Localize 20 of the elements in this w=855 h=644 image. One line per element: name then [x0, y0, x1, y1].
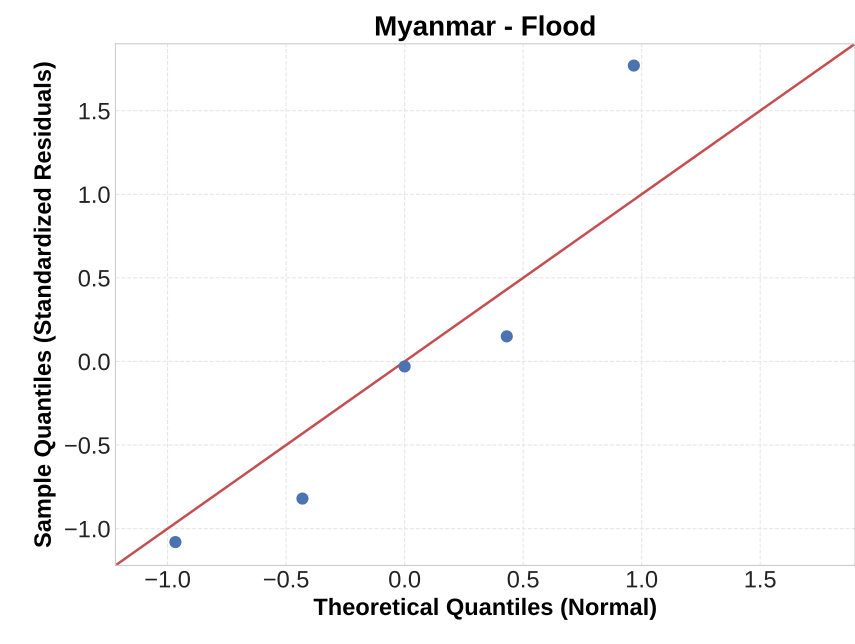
- y-tick-label: −1.0: [65, 520, 110, 538]
- y-tick-label: 0.0: [78, 354, 110, 370]
- x-tick-label: 0.5: [508, 570, 539, 588]
- point: [628, 59, 640, 72]
- x-tick-label: −1.0: [145, 570, 190, 588]
- x-tick-label: 1.0: [627, 570, 658, 588]
- point: [398, 360, 411, 373]
- point: [169, 536, 182, 548]
- x-tick-label: 0.0: [389, 570, 420, 588]
- y-tick-label: −0.5: [65, 437, 110, 454]
- x-tick-label: −0.5: [264, 570, 308, 588]
- chart-title: Myanmar - Flood: [376, 15, 595, 42]
- y-axis-title: Sample Quantiles (Standardized Residuals): [34, 62, 56, 548]
- point: [500, 330, 513, 342]
- y-tick-label: 1.5: [80, 102, 110, 120]
- x-tick-label: 1.5: [746, 571, 776, 588]
- y-tick-label: 0.5: [78, 270, 110, 287]
- point: [296, 492, 309, 505]
- x-axis-title: Theoretical Quantiles (Normal): [314, 598, 656, 620]
- y-tick-label: 1.0: [80, 186, 110, 204]
